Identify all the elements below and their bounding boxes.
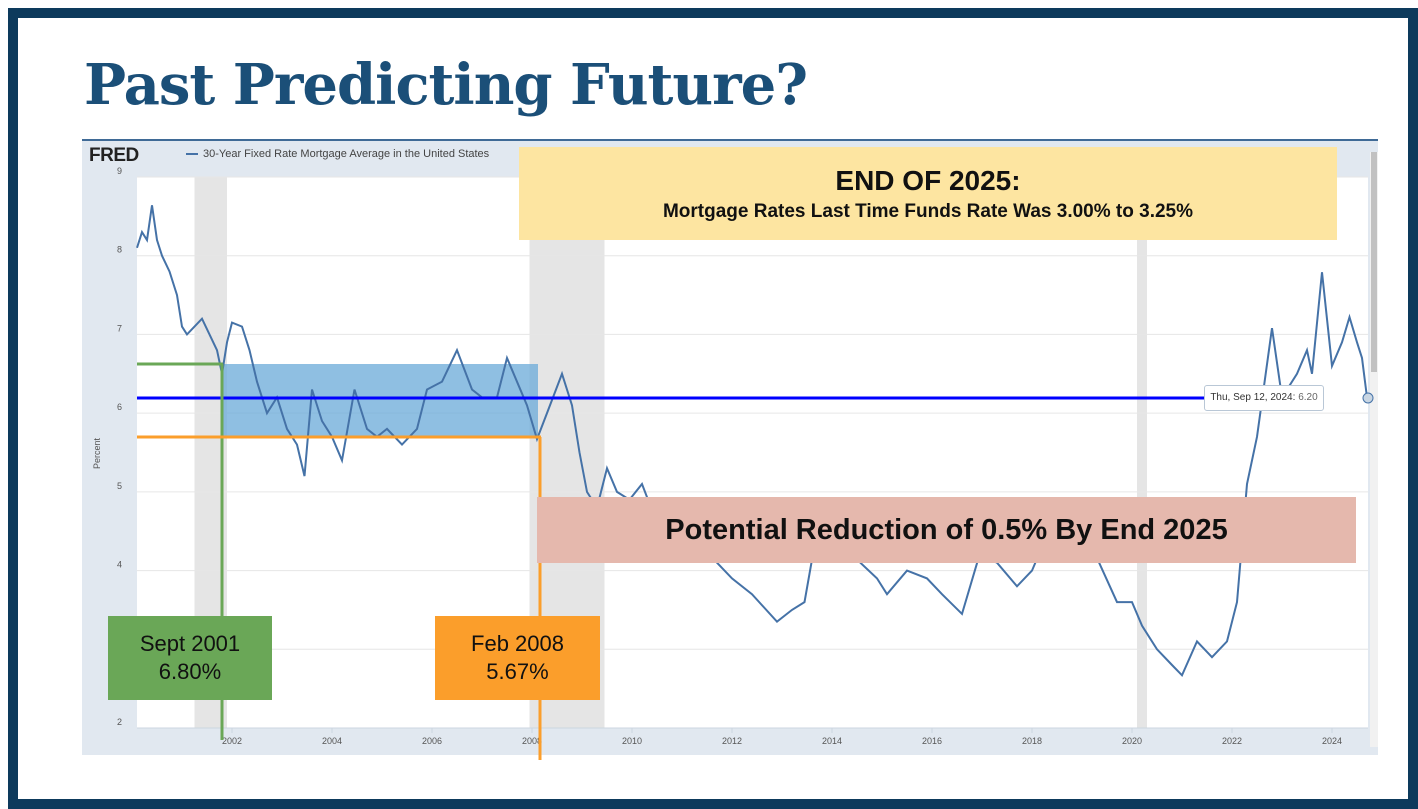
reduction-text: Potential Reduction of 0.5% By End 2025 — [665, 514, 1227, 547]
feb-date: Feb 2008 — [471, 630, 564, 658]
recession-band — [1137, 177, 1147, 728]
x-tick-label: 2020 — [1122, 736, 1142, 746]
x-tick-label: 2012 — [722, 736, 742, 746]
hover-tooltip: Thu, Sep 12, 2024: 6.20 — [1204, 385, 1324, 411]
x-tick-label: 2016 — [922, 736, 942, 746]
feb-rate: 5.67% — [486, 658, 548, 686]
x-tick-label: 2022 — [1222, 736, 1242, 746]
tooltip-date: Thu, Sep 12, 2024: — [1210, 392, 1295, 403]
x-tick-label: 2010 — [622, 736, 642, 746]
x-tick-label: 2006 — [422, 736, 442, 746]
series-points — [137, 205, 1367, 675]
recession-shading — [195, 177, 1148, 728]
y-axis-label: Percent — [92, 437, 102, 469]
x-tick-label: 2024 — [1322, 736, 1342, 746]
sept-2001-label: Sept 2001 6.80% — [108, 616, 272, 700]
callout-heading: END OF 2025: — [835, 165, 1020, 197]
y-tick-label: 4 — [117, 560, 122, 570]
x-tick-label: 2018 — [1022, 736, 1042, 746]
tooltip-value: 6.20 — [1298, 392, 1317, 403]
hover-point-marker[interactable] — [1363, 393, 1373, 403]
sept-date: Sept 2001 — [140, 630, 240, 658]
sept-rate: 6.80% — [159, 658, 221, 686]
y-tick-label: 2 — [117, 717, 122, 727]
feb-2008-label: Feb 2008 5.67% — [435, 616, 600, 700]
callout-subheading: Mortgage Rates Last Time Funds Rate Was … — [663, 201, 1193, 223]
slide-title: Past Predicting Future? — [84, 52, 807, 118]
x-tick-label: 2002 — [222, 736, 242, 746]
series-line — [137, 205, 1367, 675]
end-2025-callout: END OF 2025: Mortgage Rates Last Time Fu… — [519, 147, 1337, 240]
x-tick-label: 2014 — [822, 736, 842, 746]
reduction-callout: Potential Reduction of 0.5% By End 2025 — [537, 497, 1356, 563]
y-tick-label: 5 — [117, 481, 122, 491]
rate-band-highlight — [222, 364, 538, 437]
x-tick-label: 2004 — [322, 736, 342, 746]
y-tick-label: 9 — [117, 166, 122, 176]
y-tick-label: 7 — [117, 323, 122, 333]
y-tick-label: 8 — [117, 245, 122, 255]
y-tick-label: 6 — [117, 402, 122, 412]
